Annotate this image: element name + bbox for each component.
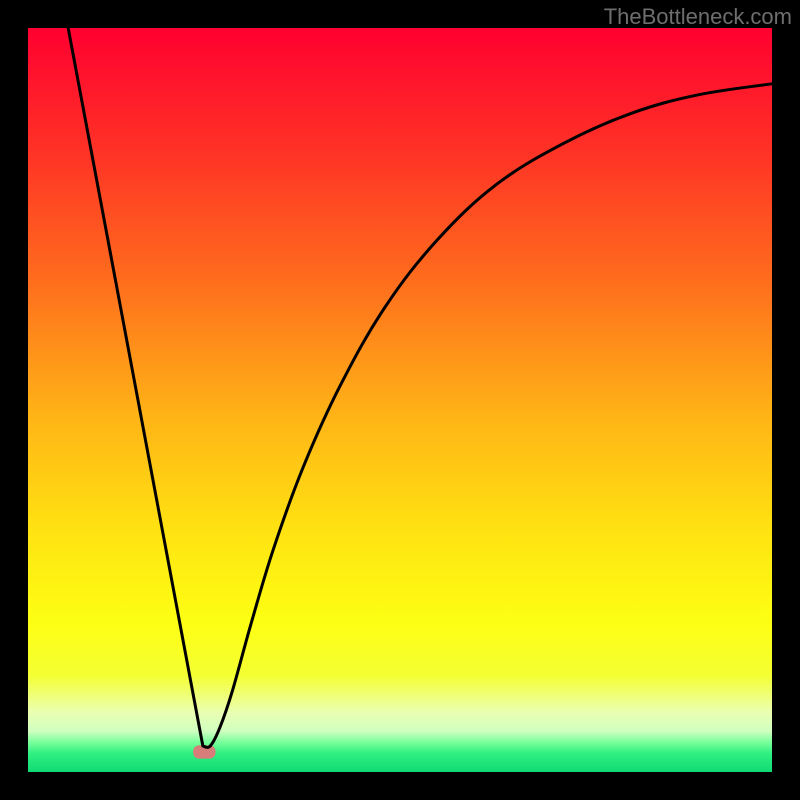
bottleneck-chart (0, 0, 800, 800)
chart-background (28, 28, 772, 772)
chart-container: TheBottleneck.com (0, 0, 800, 800)
attribution-text: TheBottleneck.com (604, 4, 792, 30)
